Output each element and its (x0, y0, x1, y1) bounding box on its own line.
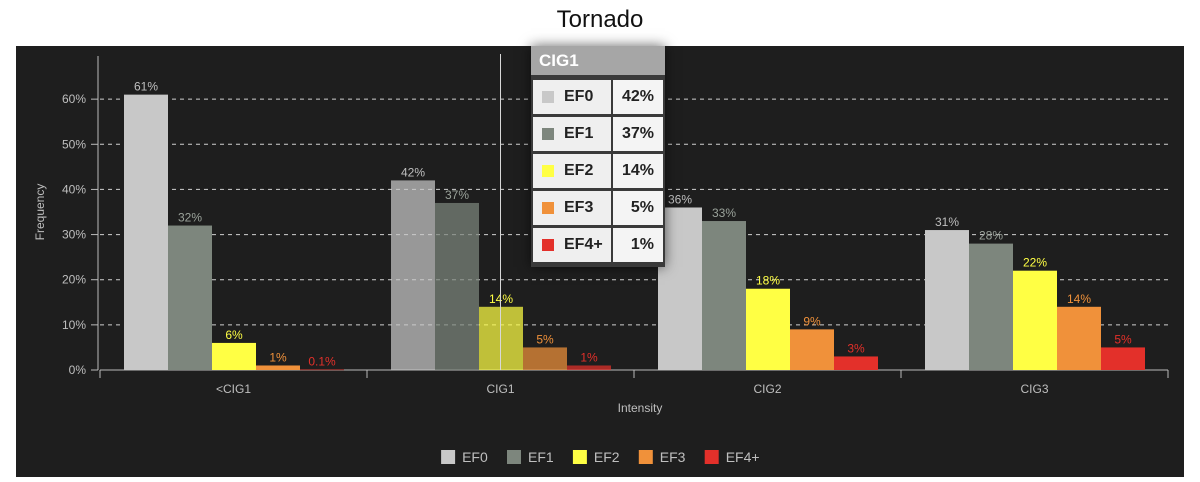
bar-ef3-3 (1057, 306, 1101, 370)
y-tick-label: 60% (62, 92, 86, 106)
chart-title: Tornado (556, 6, 644, 33)
legend-label: EF4+ (726, 449, 760, 465)
data-label: 6% (225, 328, 243, 342)
legend-label: EF2 (594, 449, 620, 465)
legend-swatch-ef4plus (704, 450, 719, 464)
data-label: 14% (1067, 292, 1091, 306)
tooltip-row: EF1 37% (533, 117, 663, 151)
data-label: 18% (756, 274, 780, 288)
tooltip-series-label: EF2 (564, 162, 594, 179)
hover-tooltip: CIG1 EF0 42% EF1 37% EF2 14% EF3 5% EF4+ 1% (531, 46, 665, 267)
tooltip-swatch (542, 202, 554, 214)
tooltip-series-name: EF3 (533, 191, 613, 225)
bar-ef0-1 (391, 180, 435, 370)
data-label: 33% (712, 206, 736, 220)
bar-ef0-2 (658, 207, 702, 370)
tooltip-value: 14% (613, 154, 663, 188)
bar-ef1-1 (435, 202, 479, 370)
bar-ef4plus-2 (834, 356, 878, 370)
data-label: 5% (536, 332, 554, 346)
y-tick-label: 10% (62, 318, 86, 332)
bar-ef0-3 (925, 230, 969, 370)
data-label: 1% (269, 350, 287, 364)
bar-ef4plus-0 (300, 369, 344, 371)
legend-swatch-ef3 (638, 450, 653, 464)
tooltip-series-label: EF0 (564, 88, 594, 105)
data-label: 22% (1023, 256, 1047, 270)
tooltip-series-name: EF2 (533, 154, 613, 188)
x-axis-label: Intensity (618, 401, 663, 415)
bar-ef3-1 (523, 347, 567, 370)
bar-ef1-0 (168, 225, 212, 370)
bar-ef2-0 (212, 342, 256, 370)
data-label: 36% (668, 192, 692, 206)
data-label: 5% (1114, 332, 1132, 346)
legend-label: EF3 (660, 449, 686, 465)
data-label: 31% (935, 215, 959, 229)
data-label: 28% (979, 229, 1003, 243)
x-tick-label: CIG2 (753, 382, 781, 396)
y-tick-label: 0% (69, 363, 87, 377)
y-tick-label: 50% (62, 137, 86, 151)
tooltip-row: EF4+ 1% (533, 228, 663, 262)
tooltip-swatch (542, 91, 554, 103)
data-label: 1% (580, 350, 598, 364)
tooltip-series-label: EF4+ (564, 236, 603, 253)
data-label: 14% (489, 292, 513, 306)
tooltip-header: CIG1 (531, 46, 665, 75)
bar-ef4plus-1 (567, 365, 611, 370)
tooltip-series-name: EF0 (533, 80, 613, 114)
bar-ef3-0 (256, 365, 300, 370)
bar-ef4plus-3 (1101, 347, 1145, 370)
legend-swatch-ef1 (507, 450, 521, 464)
tooltip-value: 37% (613, 117, 663, 151)
legend-swatch-ef2 (572, 450, 587, 464)
tooltip-value: 42% (613, 80, 663, 114)
tooltip-value: 1% (613, 228, 663, 262)
tooltip-series-name: EF1 (533, 117, 613, 151)
data-label: 61% (134, 80, 158, 94)
tooltip-series-name: EF4+ (533, 228, 613, 262)
tooltip-swatch (542, 239, 554, 251)
tooltip-row: EF2 14% (533, 154, 663, 188)
bar-ef1-3 (969, 243, 1013, 370)
tooltip-value: 5% (613, 191, 663, 225)
tooltip-swatch (542, 128, 554, 140)
tooltip-swatch (542, 165, 554, 177)
y-axis-label: Frequency (33, 184, 47, 241)
bar-ef1-2 (702, 221, 746, 370)
data-label: 0.1% (308, 355, 336, 369)
bar-ef3-2 (790, 329, 834, 370)
x-tick-label: CIG1 (486, 382, 514, 396)
bar-ef0-0 (124, 94, 168, 370)
tooltip-row: EF3 5% (533, 191, 663, 225)
data-label: 32% (178, 211, 202, 225)
bar-ef2-2 (746, 288, 790, 370)
tooltip-series-label: EF1 (564, 125, 594, 142)
y-tick-label: 30% (62, 228, 86, 242)
bar-ef2-3 (1013, 270, 1057, 370)
legend-swatch-ef0 (441, 450, 456, 464)
data-label: 3% (847, 341, 865, 355)
x-tick-label: <CIG1 (216, 382, 251, 396)
data-label: 9% (803, 314, 821, 328)
tooltip-series-label: EF3 (564, 199, 594, 216)
y-tick-label: 40% (62, 182, 86, 196)
legend-label: EF1 (528, 449, 554, 465)
y-tick-label: 20% (62, 273, 86, 287)
x-tick-label: CIG3 (1020, 382, 1048, 396)
tooltip-row: EF0 42% (533, 80, 663, 114)
data-label: 37% (445, 188, 469, 202)
legend-label: EF0 (462, 449, 488, 465)
data-label: 42% (401, 165, 425, 179)
